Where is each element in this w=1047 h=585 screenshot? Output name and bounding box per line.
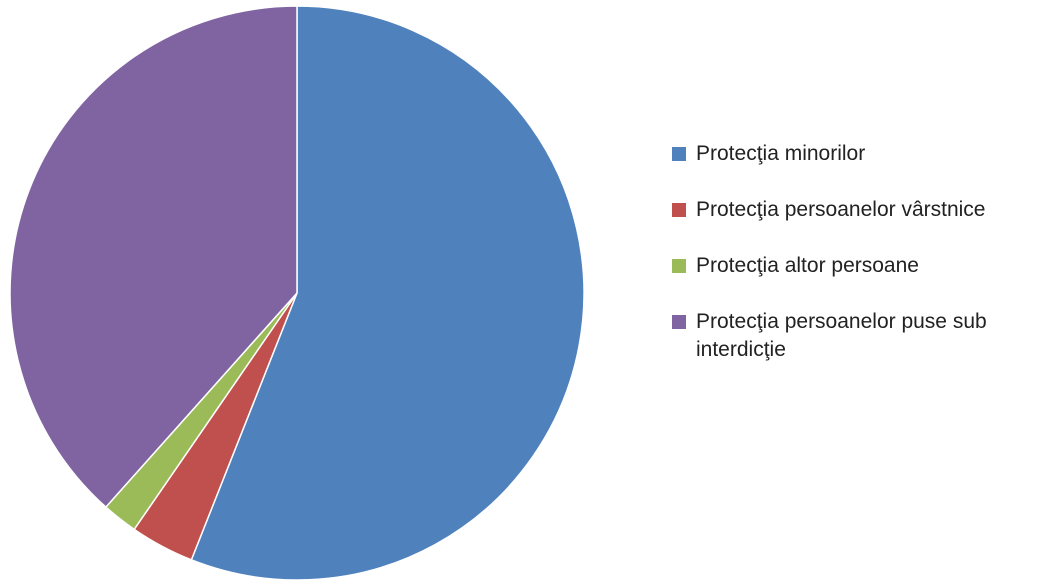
legend-item-altor: Protecţia altor persoane <box>672 252 1044 280</box>
legend-item-varstnice: Protecţia persoanelor vârstnice <box>672 196 1044 224</box>
legend-item-minori: Protecţia minorilor <box>672 140 1044 168</box>
legend-swatch-varstnice <box>672 203 686 217</box>
pie-chart-area <box>9 5 585 581</box>
legend-swatch-altor <box>672 259 686 273</box>
pie-chart <box>9 5 585 581</box>
legend-label-minori: Protecţia minorilor <box>696 142 866 165</box>
legend-swatch-interdictie <box>672 315 686 329</box>
pie-slice-minori <box>190 5 585 581</box>
legend-swatch-minori <box>672 147 686 161</box>
legend-label-interdictie: Protecţia persoanelor puse sub interdicţ… <box>696 310 987 361</box>
legend-label-varstnice: Protecţia persoanelor vârstnice <box>696 198 986 221</box>
legend: Protecţia minorilor Protecţia persoanelo… <box>672 140 1044 392</box>
pie-slice-interdictie <box>9 5 298 509</box>
legend-label-altor: Protecţia altor persoane <box>696 254 919 277</box>
legend-item-interdictie: Protecţia persoanelor puse sub interdicţ… <box>672 308 1044 364</box>
